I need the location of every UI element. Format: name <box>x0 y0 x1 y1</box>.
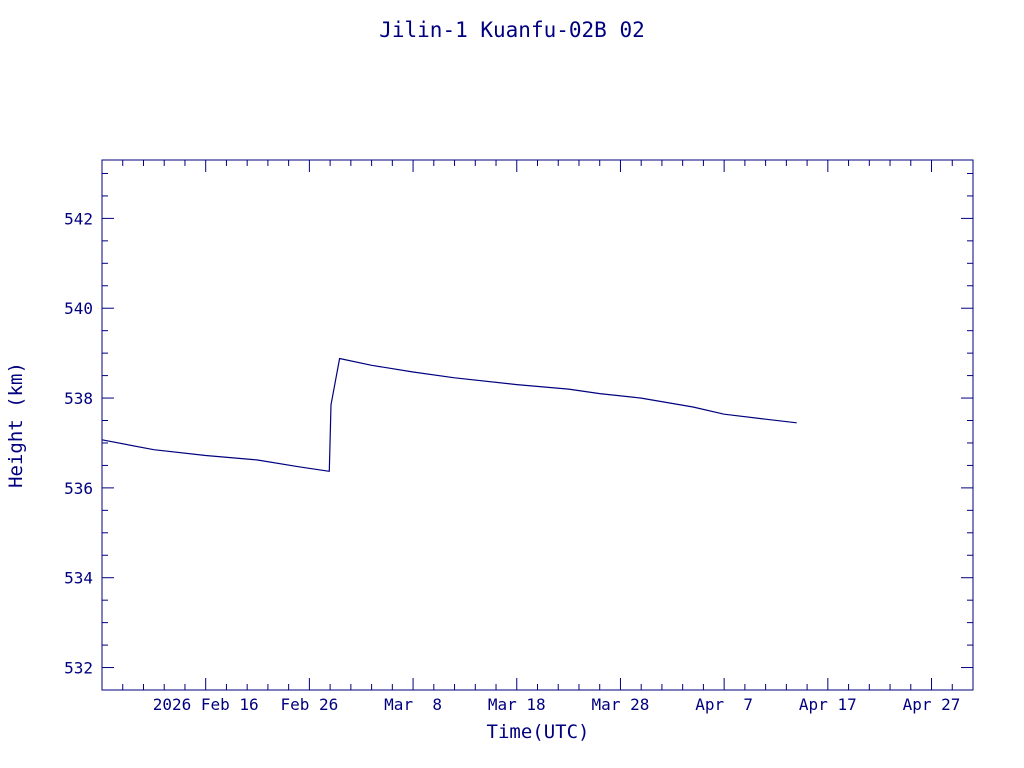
y-tick-label: 532 <box>64 659 93 678</box>
chart-title: Jilin-1 Kuanfu-02B 02 <box>379 18 645 42</box>
y-tick-label: 540 <box>64 299 93 318</box>
x-axis-label: Time(UTC) <box>487 721 590 743</box>
plot-frame <box>101 159 974 691</box>
y-axis-label: Height (km) <box>5 362 27 488</box>
series-layer <box>101 357 797 472</box>
x-tick-label: Mar 8 <box>384 695 442 714</box>
y-axis-ticks <box>102 172 973 691</box>
y-tick-label: 534 <box>64 569 93 588</box>
x-tick-label: 2026 Feb 16 <box>153 695 259 714</box>
x-tick-label: Apr 27 <box>903 695 961 714</box>
x-axis-tick-labels: 2026 Feb 16 Feb 26 Mar 8 Mar 18 Mar 28 Apr 7 A… <box>153 695 961 714</box>
x-tick-label: Apr 17 <box>799 695 857 714</box>
x-tick-label: Apr 7 <box>695 695 753 714</box>
x-axis-ticks <box>101 160 974 690</box>
series-line <box>101 357 797 472</box>
y-tick-label: 542 <box>64 209 93 228</box>
y-tick-label: 538 <box>64 389 93 408</box>
x-tick-label: Feb 26 <box>280 695 338 714</box>
x-tick-label: Mar 18 <box>488 695 546 714</box>
y-tick-label: 536 <box>64 479 93 498</box>
plot-area: 2026 Feb 16 Feb 26 Mar 8 Mar 18 Mar 28 Apr 7 A… <box>64 159 974 714</box>
y-axis-tick-labels: 532 534 536 538 540 542 <box>64 209 93 677</box>
x-tick-label: Mar 28 <box>592 695 650 714</box>
